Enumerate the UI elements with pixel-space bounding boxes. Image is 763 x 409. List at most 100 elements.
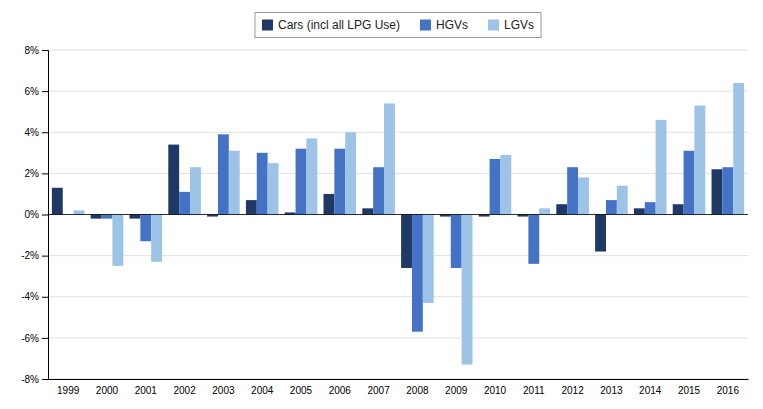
tick: 0%	[25, 209, 48, 220]
bar	[168, 145, 179, 215]
bar	[373, 167, 384, 214]
grid-line	[48, 296, 748, 297]
bars	[52, 83, 744, 365]
tick-mark	[42, 91, 48, 92]
bar	[151, 215, 162, 262]
tick-label: 2005	[290, 385, 313, 396]
tick: 4%	[25, 127, 48, 138]
bar	[578, 177, 589, 214]
zero-line	[48, 214, 748, 215]
bar	[257, 153, 268, 215]
bar	[684, 151, 695, 215]
bar	[140, 215, 151, 242]
legend-swatch	[488, 20, 499, 31]
tick-label: 2000	[96, 385, 119, 396]
legend-label: LGVs	[504, 18, 534, 32]
tick-label: 2004	[251, 385, 274, 396]
bar	[733, 83, 744, 215]
bar	[323, 194, 334, 215]
bar	[423, 215, 434, 303]
tick: 2002	[173, 379, 196, 396]
grid-line	[48, 50, 748, 51]
bar	[218, 134, 229, 214]
tick: 6%	[25, 86, 48, 97]
bar	[384, 103, 395, 214]
tick-label: -6%	[21, 333, 39, 344]
bar	[268, 163, 279, 214]
tick-label: 1999	[57, 385, 80, 396]
tick-label: 2016	[717, 385, 740, 396]
tick: 2016	[717, 379, 740, 396]
tick-mark	[42, 379, 48, 380]
tick: 8%	[25, 45, 48, 56]
grid	[48, 50, 748, 379]
tick: 2006	[329, 379, 352, 396]
legend-item: LGVs	[488, 18, 534, 32]
tick-label: 2003	[212, 385, 235, 396]
bar-series	[74, 83, 745, 365]
bar	[451, 215, 462, 268]
grid-line	[48, 132, 748, 133]
tick-label: 2010	[484, 385, 507, 396]
bar	[345, 132, 356, 214]
bar	[334, 149, 345, 215]
bar	[490, 159, 501, 215]
tick: 2014	[639, 379, 662, 396]
grid-line	[48, 91, 748, 92]
tick: 2011	[523, 379, 545, 396]
tick: 2012	[561, 379, 584, 396]
bar	[401, 215, 412, 268]
tick-label: 2014	[639, 385, 662, 396]
tick: -6%	[21, 333, 48, 344]
tick-label: 2%	[25, 168, 40, 179]
tick: -2%	[21, 250, 48, 261]
y-axis: -8% -6% -4% -2% 0% 2% 4% 6% 8%	[21, 45, 48, 385]
bar	[617, 186, 628, 215]
tick-label: -2%	[21, 250, 39, 261]
bar	[190, 167, 201, 214]
bar	[91, 215, 102, 219]
tick: 2%	[25, 168, 48, 179]
tick: -4%	[21, 291, 48, 302]
bar	[129, 215, 140, 219]
bar	[694, 106, 705, 215]
tick-label: 6%	[25, 86, 40, 97]
tick-label: 2013	[600, 385, 623, 396]
legend-label: HGVs	[436, 18, 468, 32]
legend: Cars (incl all LPG Use)HGVsLGVs	[255, 13, 541, 38]
tick: 2004	[251, 379, 274, 396]
tick: 2010	[484, 379, 507, 396]
bar	[645, 202, 656, 214]
bar	[656, 120, 667, 215]
tick-mark	[42, 132, 48, 133]
tick-label: 2011	[523, 385, 545, 396]
bar	[634, 208, 645, 214]
bar	[722, 167, 733, 214]
tick-mark	[42, 297, 48, 298]
tick: 2001	[135, 379, 158, 396]
grid-line	[48, 337, 748, 338]
bar	[306, 138, 317, 214]
bar	[595, 215, 606, 252]
legend-swatch	[420, 20, 431, 31]
axis-line	[42, 51, 49, 380]
tick-label: -8%	[21, 374, 39, 385]
tick: 1999	[57, 379, 80, 396]
bar	[52, 188, 63, 215]
tick-mark	[42, 215, 48, 216]
bar	[74, 210, 85, 214]
plot: -8% -6% -4% -2% 0% 2% 4% 6% 8% 1999 2000 2001 2002 20…	[21, 45, 748, 396]
tick: 2003	[212, 379, 235, 396]
bar	[567, 167, 578, 214]
grid-line	[48, 214, 748, 215]
bar	[412, 215, 423, 332]
bar	[606, 200, 617, 214]
tick-mark	[42, 338, 48, 339]
tick-label: 2007	[367, 385, 390, 396]
x-axis: 1999200020012002200320042005200620072008…	[49, 379, 749, 396]
bar	[712, 169, 723, 214]
bar	[673, 204, 684, 214]
tick-mark	[42, 173, 48, 174]
tick: 2009	[445, 379, 468, 396]
tick-label: 4%	[25, 127, 40, 138]
